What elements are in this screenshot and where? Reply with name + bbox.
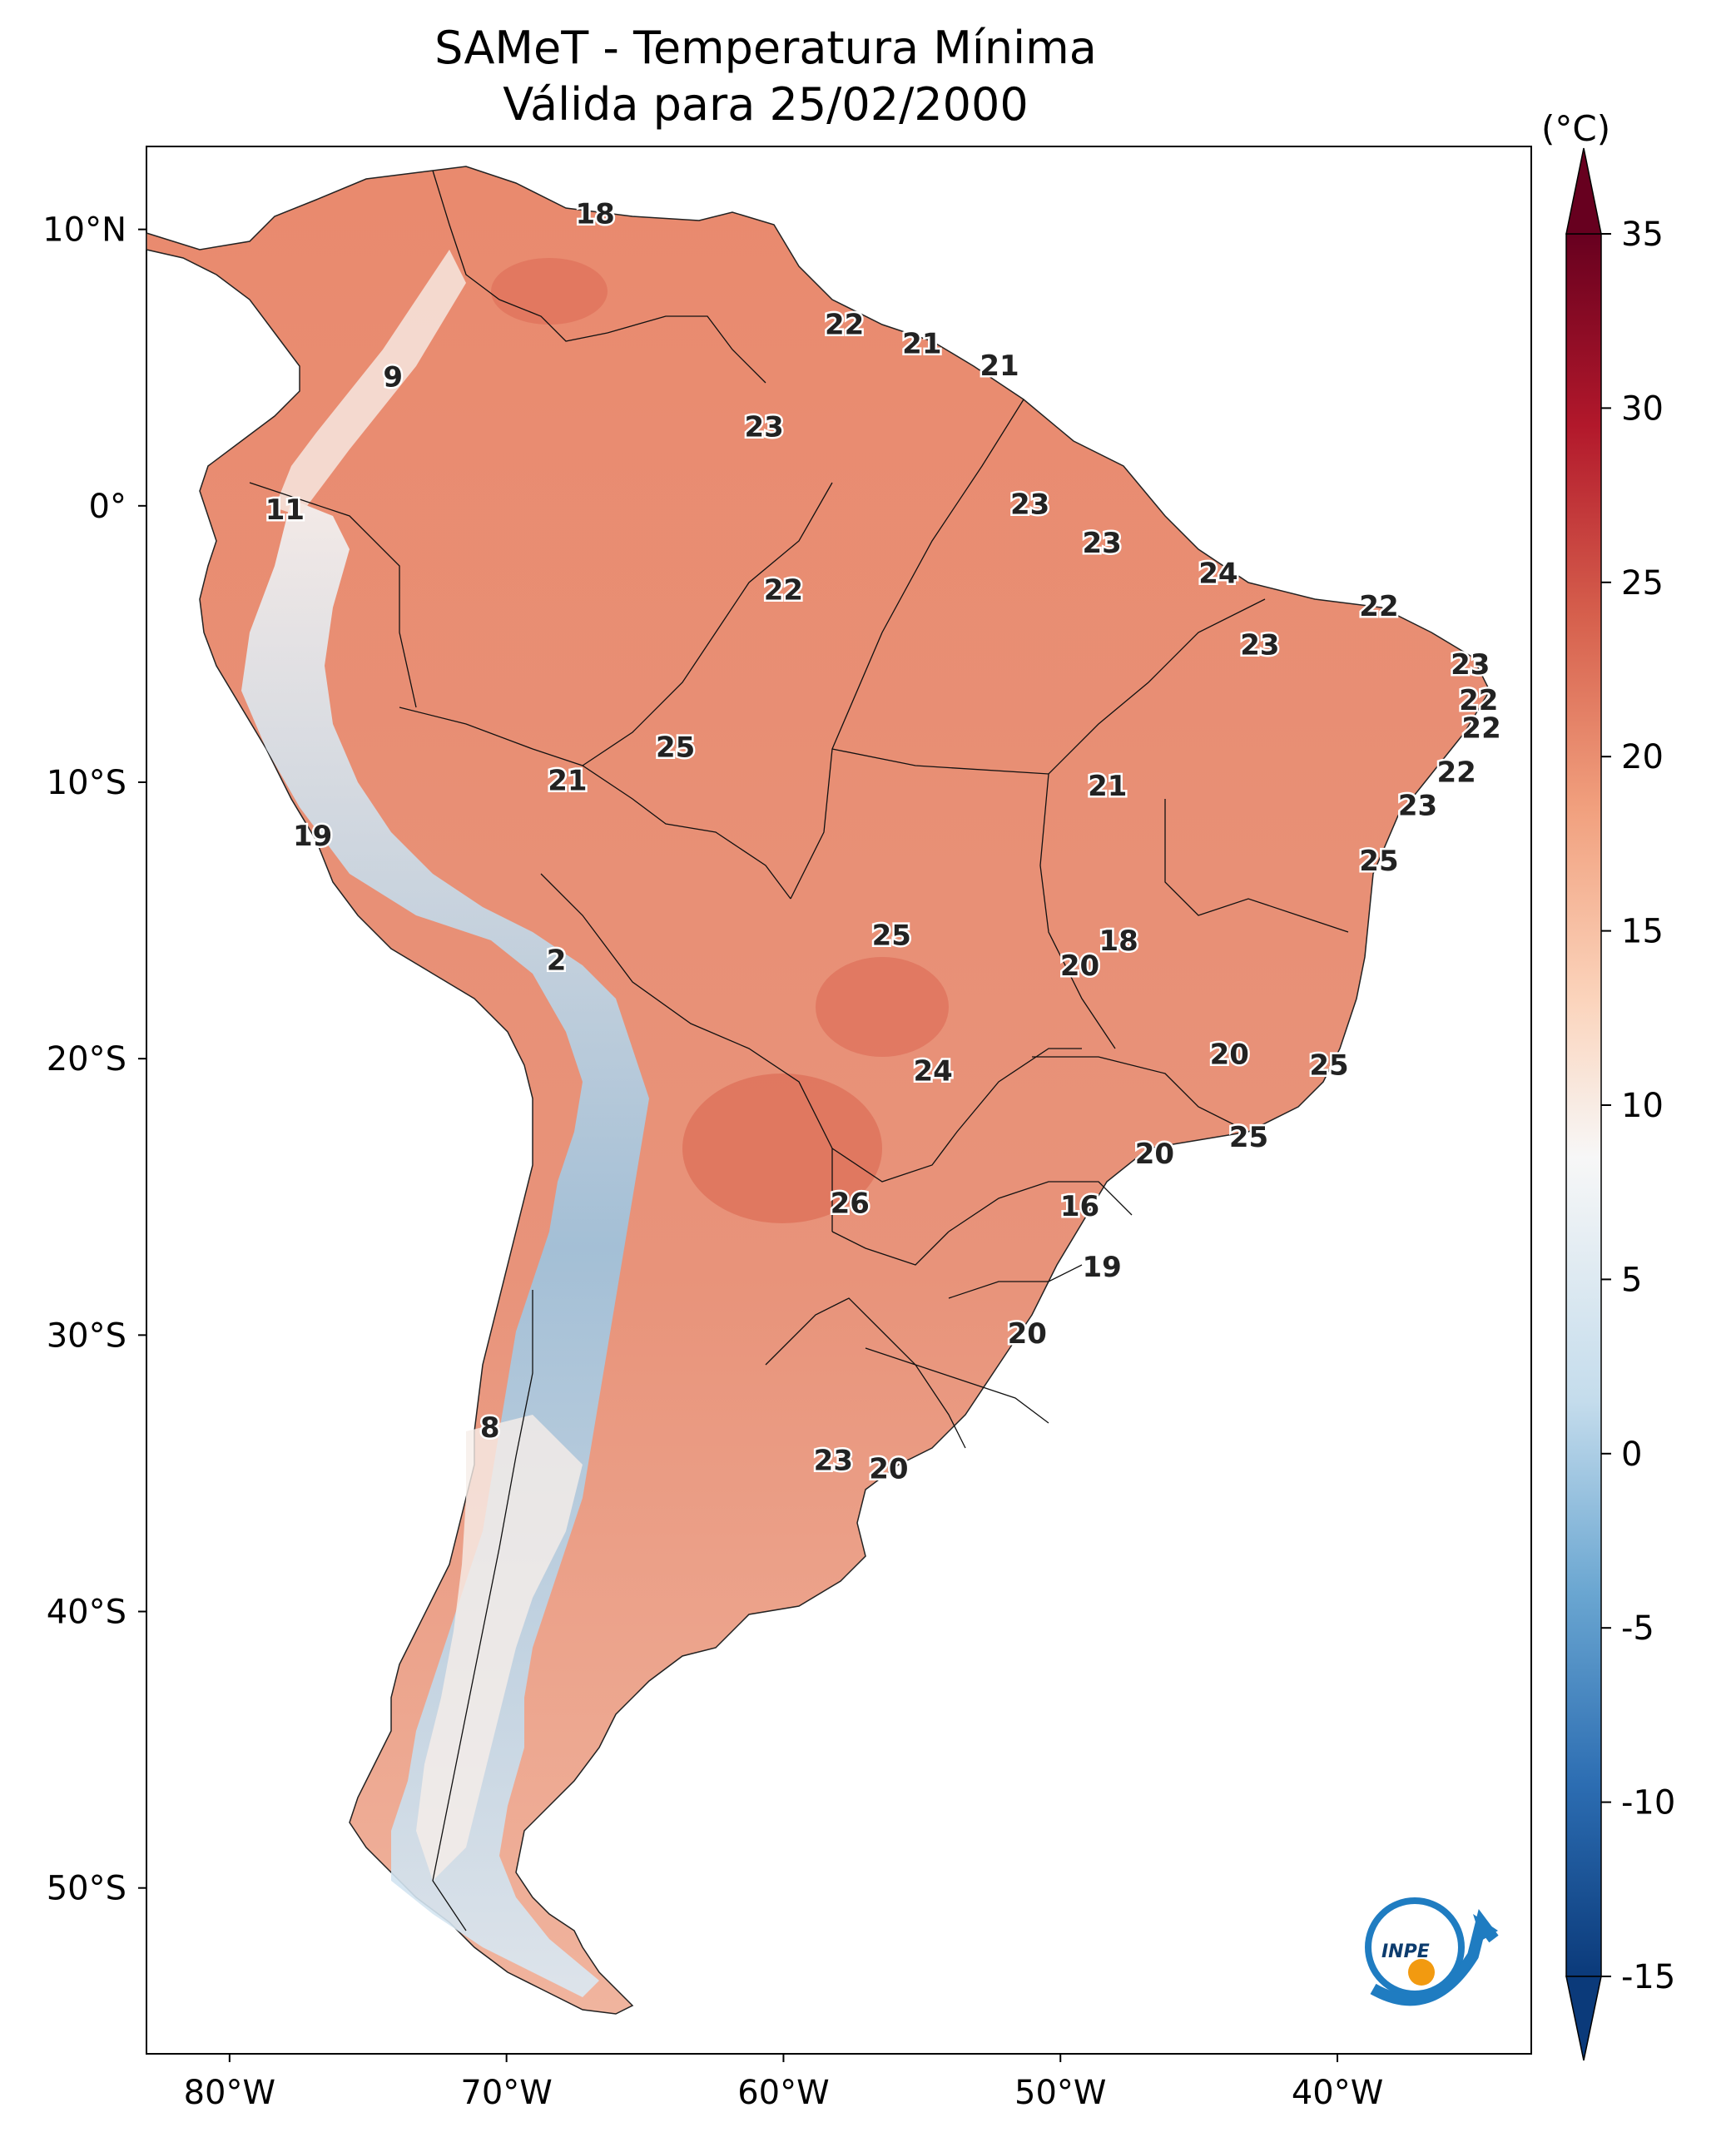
pantanal-warm-region bbox=[816, 957, 949, 1057]
colorbar-tick-label: 0 bbox=[1621, 1435, 1642, 1474]
city-temperature-label: 20 bbox=[1060, 950, 1099, 983]
city-temperature-label: 22 bbox=[1461, 712, 1500, 745]
city-temperature-label: 22 bbox=[1459, 684, 1498, 717]
city-temperature-label: 24 bbox=[913, 1054, 952, 1088]
colorbar-bottom-extend bbox=[1565, 1976, 1602, 2061]
logo-text: INPE bbox=[1381, 1941, 1430, 1962]
inpe-logo: INPE bbox=[1365, 1897, 1499, 2006]
colorbar-tick-label: 20 bbox=[1621, 738, 1664, 776]
colorbar-top-extend bbox=[1565, 147, 1602, 235]
city-temperature-label: 25 bbox=[1309, 1049, 1348, 1083]
lon-tick-label: 50°W bbox=[1014, 2074, 1106, 2112]
city-temperature-label: 22 bbox=[1359, 590, 1398, 623]
colorbar-tick-label: 35 bbox=[1621, 216, 1664, 254]
city-temperature-label: 23 bbox=[1398, 789, 1437, 822]
city-temperature-label: 20 bbox=[1210, 1038, 1249, 1071]
city-temperature-label: 26 bbox=[831, 1188, 870, 1221]
lat-tick-label: 10°S bbox=[47, 764, 126, 802]
colorbar-tick-label: 25 bbox=[1621, 564, 1664, 602]
city-temperature-label: 18 bbox=[575, 198, 614, 231]
logo-sun-icon bbox=[1408, 1959, 1435, 1986]
logo-arrowhead-icon bbox=[1473, 1914, 1498, 1941]
colorbar-tick-label: 30 bbox=[1621, 389, 1664, 428]
map-title-line2: Válida para 25/02/2000 bbox=[503, 78, 1029, 131]
colorbar-tick-label: -15 bbox=[1621, 1958, 1675, 1996]
city-temperature-label: 25 bbox=[1229, 1121, 1268, 1154]
colorbar-unit-label: (°C) bbox=[1541, 108, 1611, 149]
patagonia-cool-region bbox=[416, 1415, 583, 1881]
lat-tick-label: 50°S bbox=[47, 1870, 126, 1908]
city-temperature-label: 23 bbox=[744, 410, 783, 444]
city-temperature-label: 21 bbox=[548, 765, 587, 798]
colorbar-tick-label: 15 bbox=[1621, 913, 1664, 951]
city-temperature-label: 22 bbox=[764, 573, 803, 607]
colorbar-tick-label: 5 bbox=[1621, 1261, 1642, 1299]
city-temperature-label: 20 bbox=[869, 1453, 908, 1486]
city-temperature-label: 2 bbox=[547, 944, 567, 977]
city-temperature-label: 9 bbox=[383, 361, 403, 394]
city-temperature-label: 23 bbox=[1010, 488, 1049, 521]
lat-axis: 10°N 0° 10°S 20°S 30°S 40°S 50°S bbox=[42, 211, 146, 1908]
colorbar: 35 30 25 20 15 10 5 0 -5 -10 -15 bbox=[1565, 147, 1675, 2061]
lat-tick-label: 20°S bbox=[47, 1040, 126, 1078]
lat-tick-label: 40°S bbox=[47, 1594, 126, 1632]
lon-tick-label: 60°W bbox=[737, 2074, 829, 2112]
logo-ring bbox=[1365, 1897, 1465, 1997]
city-temperature-label: 25 bbox=[872, 920, 911, 953]
lat-tick-label: 10°N bbox=[42, 211, 126, 250]
llanos-warm-region bbox=[491, 258, 608, 325]
city-temperature-label: 21 bbox=[1088, 770, 1127, 803]
city-temperature-label: 21 bbox=[980, 350, 1019, 383]
city-temperature-label: 19 bbox=[293, 820, 332, 853]
lon-axis: 80°W 70°W 60°W 50°W 40°W bbox=[184, 2054, 1383, 2112]
colorbar-body bbox=[1565, 233, 1602, 1977]
city-temperature-label: 25 bbox=[656, 731, 695, 765]
lon-tick-label: 70°W bbox=[460, 2074, 552, 2112]
city-temperature-label: 21 bbox=[902, 328, 941, 361]
colorbar-tick-label: -10 bbox=[1621, 1784, 1675, 1822]
city-temperature-label: 20 bbox=[1008, 1317, 1047, 1351]
city-temperature-label: 24 bbox=[1198, 557, 1238, 590]
city-temperature-label: 18 bbox=[1099, 925, 1138, 958]
city-temperature-label: 20 bbox=[1135, 1138, 1174, 1171]
city-temperature-label: 16 bbox=[1060, 1190, 1099, 1223]
colorbar-tick-label: 10 bbox=[1621, 1087, 1664, 1125]
country-borders bbox=[249, 170, 1349, 1931]
lat-tick-label: 30°S bbox=[47, 1316, 126, 1355]
colorbar-ticks: 35 30 25 20 15 10 5 0 -5 -10 -15 bbox=[1601, 216, 1675, 1996]
city-temperature-label: 22 bbox=[825, 308, 864, 341]
city-temperature-label: 23 bbox=[814, 1445, 853, 1478]
northern-andes-cool-region bbox=[275, 250, 466, 516]
colorbar-tick-label: -5 bbox=[1621, 1609, 1654, 1648]
city-temperature-label: 23 bbox=[1451, 648, 1490, 682]
city-temperature-label: 8 bbox=[480, 1411, 500, 1445]
lon-tick-label: 80°W bbox=[184, 2074, 275, 2112]
lon-tick-label: 40°W bbox=[1292, 2074, 1383, 2112]
city-temperature-label: 22 bbox=[1436, 756, 1476, 790]
logo-arrow-icon bbox=[1370, 1909, 1499, 2006]
city-temperature-label: 11 bbox=[265, 493, 305, 527]
map-title-line1: SAMeT - Temperatura Mínima bbox=[434, 22, 1097, 74]
city-temperature-label: 23 bbox=[1082, 527, 1121, 560]
city-temperature-label: 23 bbox=[1240, 629, 1279, 662]
lat-tick-label: 0° bbox=[89, 488, 126, 526]
city-temperature-label: 19 bbox=[1082, 1251, 1121, 1284]
city-temperature-label: 25 bbox=[1359, 845, 1398, 878]
